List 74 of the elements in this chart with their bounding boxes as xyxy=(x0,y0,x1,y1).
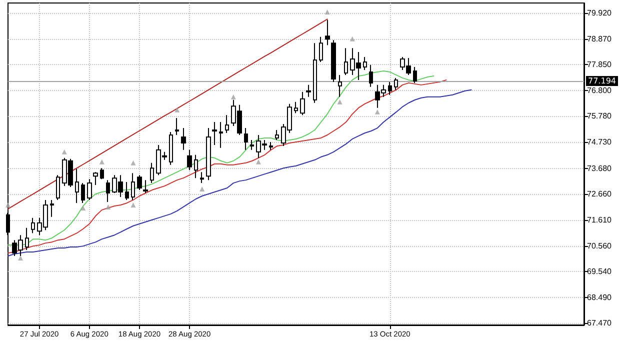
candlestick xyxy=(56,174,60,200)
y-tick-label: 76.800 xyxy=(587,86,612,96)
point xyxy=(80,205,86,210)
candlestick xyxy=(388,81,392,96)
y-tick-label: 69.540 xyxy=(587,266,612,276)
point xyxy=(6,202,10,208)
candlestick xyxy=(300,91,305,116)
candlestick xyxy=(319,36,323,63)
candlestick xyxy=(325,19,330,46)
candlestick xyxy=(250,139,254,150)
candlestick xyxy=(93,172,98,186)
candlestick xyxy=(150,162,154,184)
candlestick xyxy=(294,101,298,114)
point xyxy=(62,149,67,154)
candlestick xyxy=(394,77,398,90)
candlestick xyxy=(313,42,317,104)
candlestick xyxy=(194,154,198,179)
candlestick xyxy=(25,227,29,251)
candlestick xyxy=(225,114,229,134)
y-tick-label: 70.560 xyxy=(587,242,612,251)
candlestick xyxy=(100,168,104,180)
point xyxy=(174,107,180,112)
candlestick xyxy=(169,132,173,166)
line-series xyxy=(8,18,328,210)
candlestick xyxy=(331,40,336,82)
y-tick-label: 77.850 xyxy=(587,60,612,70)
candlestick xyxy=(369,64,373,88)
point xyxy=(130,202,136,208)
candlestick xyxy=(200,172,204,184)
y-tick-label: 67.470 xyxy=(587,318,612,328)
candlestick xyxy=(363,56,367,70)
candlestick xyxy=(269,141,273,150)
candlestick xyxy=(244,128,248,150)
candlestick xyxy=(131,172,135,200)
y-tick-label: 72.660 xyxy=(587,189,612,198)
candlestick xyxy=(87,178,92,200)
candlestick xyxy=(206,128,211,181)
point xyxy=(99,159,104,164)
candlestick xyxy=(219,122,223,148)
point xyxy=(106,204,111,210)
candlestick xyxy=(187,149,192,171)
candlestick xyxy=(181,128,186,150)
point xyxy=(200,186,205,192)
y-tick-label: 75.780 xyxy=(587,112,612,121)
y-tick-label: 78.870 xyxy=(587,34,612,44)
point xyxy=(350,36,355,42)
candlestick xyxy=(275,130,279,140)
y-tick-label: 71.610 xyxy=(587,215,612,224)
candlestick xyxy=(137,174,142,191)
point xyxy=(230,94,236,100)
candlestick xyxy=(344,48,348,76)
candlestick xyxy=(125,182,129,200)
candlestick xyxy=(31,217,35,234)
y-tick-label: 79.920 xyxy=(587,8,612,18)
candlestick xyxy=(212,122,217,146)
candlestick xyxy=(306,84,311,98)
point xyxy=(18,256,24,261)
point xyxy=(256,159,261,164)
y-tick-label: 73.680 xyxy=(587,164,612,173)
candlestick xyxy=(106,180,110,202)
candlestick xyxy=(413,66,417,84)
point xyxy=(374,109,380,114)
ref-line-label: 77.194 xyxy=(588,76,616,86)
candlestick xyxy=(50,199,54,218)
candlestick xyxy=(75,168,79,204)
y-tick-label: 74.730 xyxy=(587,138,612,147)
y-tick-label: 68.490 xyxy=(587,293,612,302)
candlestick xyxy=(143,180,148,194)
candlestick xyxy=(175,118,179,136)
point xyxy=(324,9,330,14)
candlestick xyxy=(338,74,342,98)
point xyxy=(130,160,136,166)
candlestick xyxy=(81,182,85,204)
point xyxy=(337,99,342,104)
